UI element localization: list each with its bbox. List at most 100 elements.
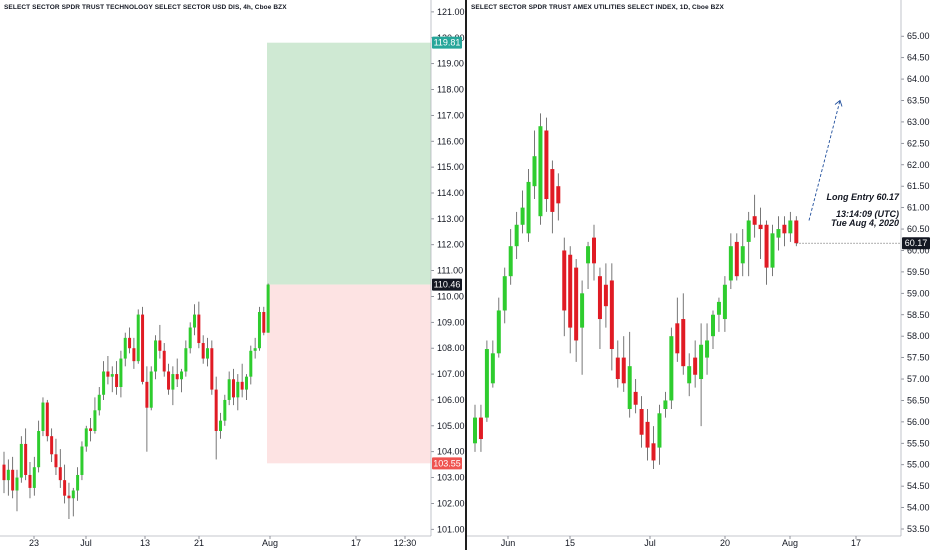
left-candle <box>32 467 36 488</box>
left-ytick-label: 103.00 <box>437 473 465 483</box>
right-candle <box>514 224 519 247</box>
right-candle <box>627 366 632 410</box>
right-candle <box>788 220 793 234</box>
long-entry-annotation: Long Entry 60.17 <box>826 192 900 202</box>
left-candle <box>236 381 240 398</box>
left-candle <box>67 495 71 499</box>
left-xtick-label: Jul <box>80 538 92 548</box>
left-candle <box>175 374 179 380</box>
left-candle <box>171 374 175 390</box>
left-candle <box>193 314 197 328</box>
right-ytick-label: 65.00 <box>907 31 930 41</box>
right-ytick-label: 62.00 <box>907 160 930 170</box>
right-candle <box>526 181 531 234</box>
right-candle <box>544 130 549 200</box>
entry-price-label: 110.46 <box>434 280 461 290</box>
chart-pane-left[interactable]: 101.00 102.00 103.00 104.00 105.00 106.00 107.… <box>0 0 465 550</box>
right-candle <box>699 344 704 380</box>
left-candle <box>76 474 80 491</box>
left-candle <box>219 420 222 431</box>
left-candle <box>119 358 123 388</box>
left-candle <box>240 381 244 390</box>
left-ytick-label: 112.00 <box>437 240 464 250</box>
left-candle <box>201 343 205 359</box>
left-xtick-label: 13 <box>140 538 150 548</box>
left-ytick-label: 106.00 <box>437 395 465 405</box>
left-candle <box>102 371 106 395</box>
left-ytick-label: 117.00 <box>437 110 464 120</box>
left-candle <box>244 376 248 390</box>
left-candle <box>227 379 231 400</box>
right-ytick-label: 54.50 <box>907 481 930 491</box>
left-ytick-label: 115.00 <box>437 162 464 172</box>
left-candle <box>154 340 158 372</box>
left-ytick-label: 111.00 <box>437 266 463 276</box>
left-candle <box>253 348 257 351</box>
right-candle <box>574 267 579 341</box>
right-ytick-label: 57.50 <box>907 353 930 363</box>
left-ytick-label: 118.00 <box>437 85 464 95</box>
left-candle <box>158 340 162 351</box>
right-candle <box>651 443 656 461</box>
right-candle <box>722 284 727 320</box>
right-candle <box>752 216 757 225</box>
left-candle <box>15 477 19 491</box>
entry-date-annotation: Tue Aug 4, 2020 <box>831 218 899 228</box>
left-candle <box>28 474 32 488</box>
right-candle <box>770 233 775 268</box>
stop-price-label-bg <box>432 457 462 470</box>
right-candle <box>597 276 602 320</box>
left-ytick-label: 102.00 <box>437 498 465 508</box>
profit-target-zone <box>267 42 431 285</box>
right-ytick-label: 56.50 <box>907 395 930 405</box>
right-ytick-label: 64.50 <box>907 53 930 63</box>
right-candle <box>758 224 763 230</box>
right-candle <box>633 391 638 405</box>
right-candle <box>520 207 525 225</box>
right-chart-canvas[interactable]: 53.50 54.00 54.50 55.00 55.50 56.00 56.50 57.00… <box>467 0 932 550</box>
pane-divider[interactable] <box>465 0 467 550</box>
left-candle <box>63 480 67 496</box>
right-ytick-label: 53.50 <box>907 524 930 534</box>
left-candle <box>11 469 15 491</box>
left-chart-title: SELECT SECTOR SPDR TRUST TECHNOLOGY SELE… <box>4 4 287 11</box>
left-candle <box>6 469 10 481</box>
right-candle <box>675 323 680 354</box>
right-ytick-label: 63.50 <box>907 96 930 106</box>
right-candle <box>532 156 537 187</box>
left-candle <box>80 446 84 475</box>
right-candle <box>705 340 710 358</box>
right-candle <box>568 254 573 328</box>
right-ytick-label: 59.50 <box>907 267 930 277</box>
left-ytick-label: 104.00 <box>437 447 465 457</box>
left-candle <box>45 402 49 437</box>
right-candle <box>645 421 650 448</box>
right-candle <box>776 229 781 238</box>
left-candle <box>84 428 88 447</box>
left-xtick-label: 23 <box>29 538 39 548</box>
right-candle <box>716 301 721 315</box>
right-xtick-label: Jun <box>501 538 516 548</box>
last-price-label-bg <box>902 237 930 250</box>
left-xtick-label: 17 <box>351 538 361 548</box>
right-candle <box>550 169 555 212</box>
left-candle <box>162 350 166 372</box>
left-chart-canvas[interactable]: 101.00 102.00 103.00 104.00 105.00 106.00 107.… <box>0 0 465 550</box>
chart-pane-right[interactable]: 53.50 54.00 54.50 55.00 55.50 56.00 56.50 57.00… <box>467 0 932 550</box>
left-candle <box>89 428 93 431</box>
right-candle <box>484 349 489 418</box>
left-candle <box>71 490 75 499</box>
left-xtick-label: 12:30 <box>394 538 417 548</box>
left-candle <box>206 348 210 359</box>
right-candle <box>657 413 662 448</box>
left-candle <box>210 348 214 390</box>
stop-loss-zone <box>267 284 431 464</box>
left-ytick-label: 116.00 <box>437 136 464 146</box>
right-ytick-label: 55.00 <box>907 460 930 470</box>
right-xtick-label: 17 <box>851 538 861 548</box>
left-xtick-label: Aug <box>262 538 278 548</box>
left-candle <box>128 337 132 349</box>
right-ytick-label: 59.00 <box>907 288 930 298</box>
forecast-arrow <box>808 100 841 221</box>
forecast-arrow-head <box>834 99 843 107</box>
